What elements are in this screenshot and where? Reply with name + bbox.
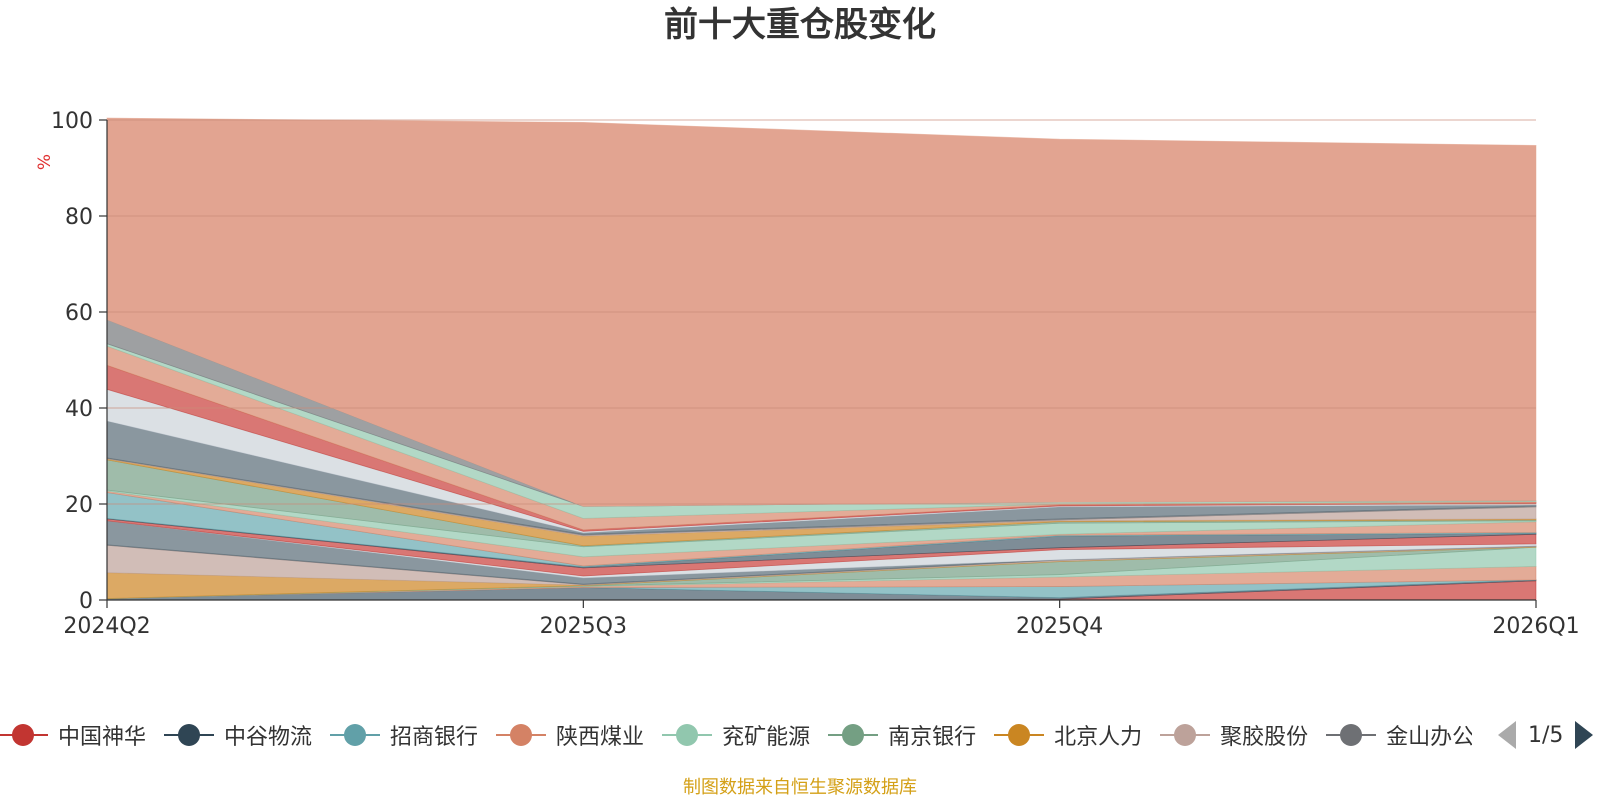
y-tick-label-3: 60 (65, 301, 93, 326)
legend-label: 南京银行 (888, 725, 977, 750)
y-tick-label-2: 40 (65, 397, 93, 422)
legend-label: 聚胶股份 (1220, 725, 1309, 750)
axes: 0 20 40 60 80 100 2024Q2 2025Q3 2025Q4 2026Q1 (51, 109, 1580, 639)
legend-item-4[interactable]: 兖矿能源 (662, 712, 810, 758)
y-tick-label-4: 80 (65, 205, 93, 230)
legend-marker-icon (1326, 723, 1377, 747)
legend-marker-icon (828, 723, 879, 747)
legend-marker-icon (662, 723, 713, 747)
legend-marker-icon (330, 723, 381, 747)
legend-item-1[interactable]: 中谷物流 (164, 712, 312, 758)
legend-label: 中谷物流 (224, 725, 313, 750)
legend-items: 中国神华 中谷物流 招商银行 陕西煤业 兖矿能源 南京银行 北京人力 聚胶股份 金山办公 (0, 712, 1472, 758)
legend-marker-icon (164, 723, 215, 747)
x-tick-label-2: 2025Q4 (1016, 614, 1103, 639)
y-axis-label: % (35, 154, 55, 170)
legend-item-5[interactable]: 南京银行 (828, 712, 976, 758)
legend-marker-icon (994, 723, 1045, 747)
legend-item-0[interactable]: 中国神华 (0, 712, 146, 758)
legend-prev-page-button[interactable] (1498, 721, 1516, 749)
legend-label: 兖矿能源 (722, 725, 811, 750)
chart-title: 前十大重仓股变化 (664, 5, 936, 45)
y-tick-label-0: 0 (79, 589, 93, 614)
legend-item-7[interactable]: 聚胶股份 (1160, 712, 1308, 758)
legend-page-indicator: 1/5 (1528, 722, 1564, 748)
y-tick-label-1: 20 (65, 493, 93, 518)
x-tick-label-3: 2026Q1 (1492, 614, 1579, 639)
legend-item-8[interactable]: 金山办公 (1326, 712, 1472, 758)
source-note: 制图数据来自恒生聚源数据库 (683, 777, 917, 798)
series-areas (106, 117, 1537, 601)
legend-item-6[interactable]: 北京人力 (994, 712, 1142, 758)
legend: 中国神华 中谷物流 招商银行 陕西煤业 兖矿能源 南京银行 北京人力 聚胶股份 金山办公 1/5 (0, 712, 1600, 758)
grid-lines (107, 119, 1536, 505)
legend-label: 金山办公 (1386, 725, 1472, 750)
legend-next-page-button[interactable] (1575, 721, 1594, 749)
legend-item-2[interactable]: 招商银行 (330, 712, 478, 758)
legend-marker-icon (1160, 723, 1211, 747)
legend-label: 陕西煤业 (556, 725, 645, 750)
legend-label: 北京人力 (1054, 725, 1143, 750)
legend-marker-icon (0, 723, 48, 747)
legend-pager: 1/5 (1498, 712, 1594, 758)
legend-label: 中国神华 (58, 725, 147, 750)
x-tick-label-1: 2025Q3 (540, 614, 627, 639)
y-tick-label-5: 100 (51, 109, 93, 134)
legend-label: 招商银行 (390, 725, 479, 750)
x-tick-label-0: 2024Q2 (63, 614, 150, 639)
legend-marker-icon (496, 723, 547, 747)
legend-item-3[interactable]: 陕西煤业 (496, 712, 644, 758)
